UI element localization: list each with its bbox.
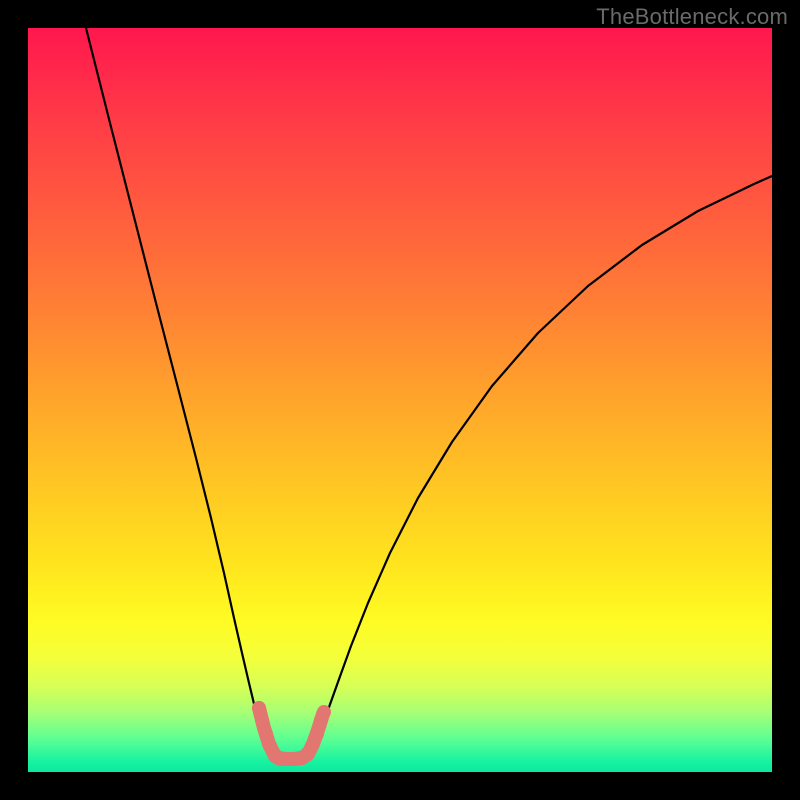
highlight-dots bbox=[252, 701, 331, 766]
plot-area bbox=[28, 28, 772, 772]
curve-layer bbox=[28, 28, 772, 772]
bottleneck-curve bbox=[86, 28, 772, 759]
chart-container: TheBottleneck.com bbox=[0, 0, 800, 800]
watermark-text: TheBottleneck.com bbox=[596, 4, 788, 30]
